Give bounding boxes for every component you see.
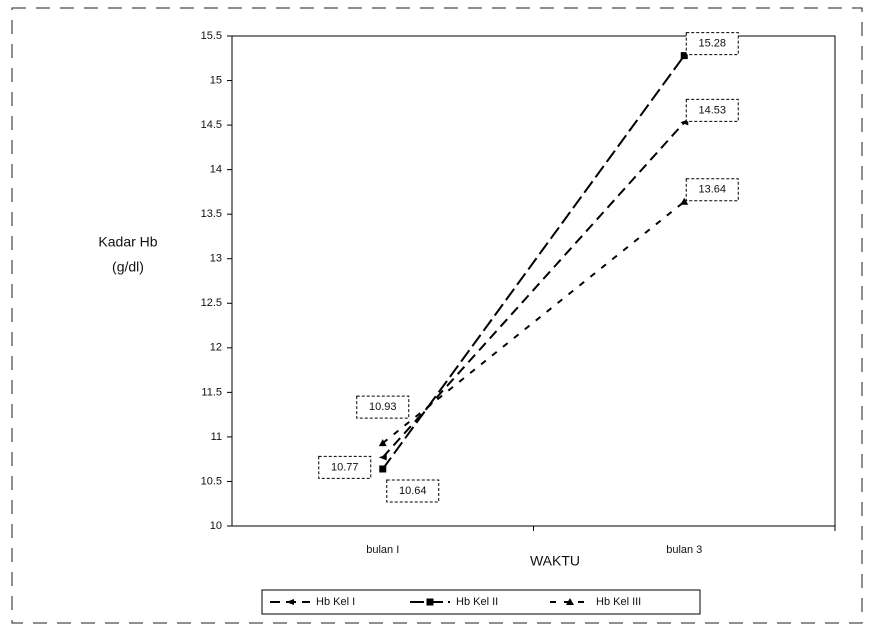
point — [427, 599, 434, 606]
y-tick-label: 12 — [210, 342, 222, 354]
chart: WAKTU Kadar Hb (g/dl) 10 10.5 11 11.5 12 12.5… — [0, 0, 874, 629]
data-label: 15.28 — [698, 38, 726, 50]
point — [379, 454, 387, 460]
x-tick-label: bulan 3 — [666, 544, 702, 556]
y-tick-label: 13 — [210, 253, 222, 265]
y-tick-label: 11.5 — [201, 386, 222, 398]
plot-area — [232, 36, 835, 526]
data-label: 10.93 — [369, 401, 397, 413]
y-tick-label: 13.5 — [201, 208, 222, 220]
legend-label: Hb Kel I — [316, 596, 355, 608]
data-label: 13.64 — [698, 184, 726, 196]
data-label: 10.64 — [399, 485, 427, 497]
y-tick-label: 15.5 — [201, 30, 222, 42]
y-tick-label: 14 — [210, 164, 222, 176]
y-tick-label: 14.5 — [201, 119, 222, 131]
data-label: 10.77 — [331, 461, 359, 473]
y-tick-label: 12.5 — [201, 297, 222, 309]
y-tick-label: 11 — [211, 431, 222, 443]
y-tick-label: 15 — [210, 74, 222, 86]
legend-label: Hb Kel III — [596, 596, 641, 608]
y-tick-label: 10 — [210, 520, 222, 532]
x-tick-label: bulan I — [366, 544, 399, 556]
point — [379, 465, 386, 472]
data-label: 14.53 — [698, 104, 726, 116]
x-axis-label: WAKTU — [530, 553, 580, 569]
series-line — [383, 202, 685, 443]
legend-label: Hb Kel II — [456, 596, 498, 608]
y-axis-label: Kadar Hb — [98, 234, 157, 250]
y-axis-label: (g/dl) — [112, 259, 144, 275]
y-tick-label: 10.5 — [201, 475, 222, 487]
